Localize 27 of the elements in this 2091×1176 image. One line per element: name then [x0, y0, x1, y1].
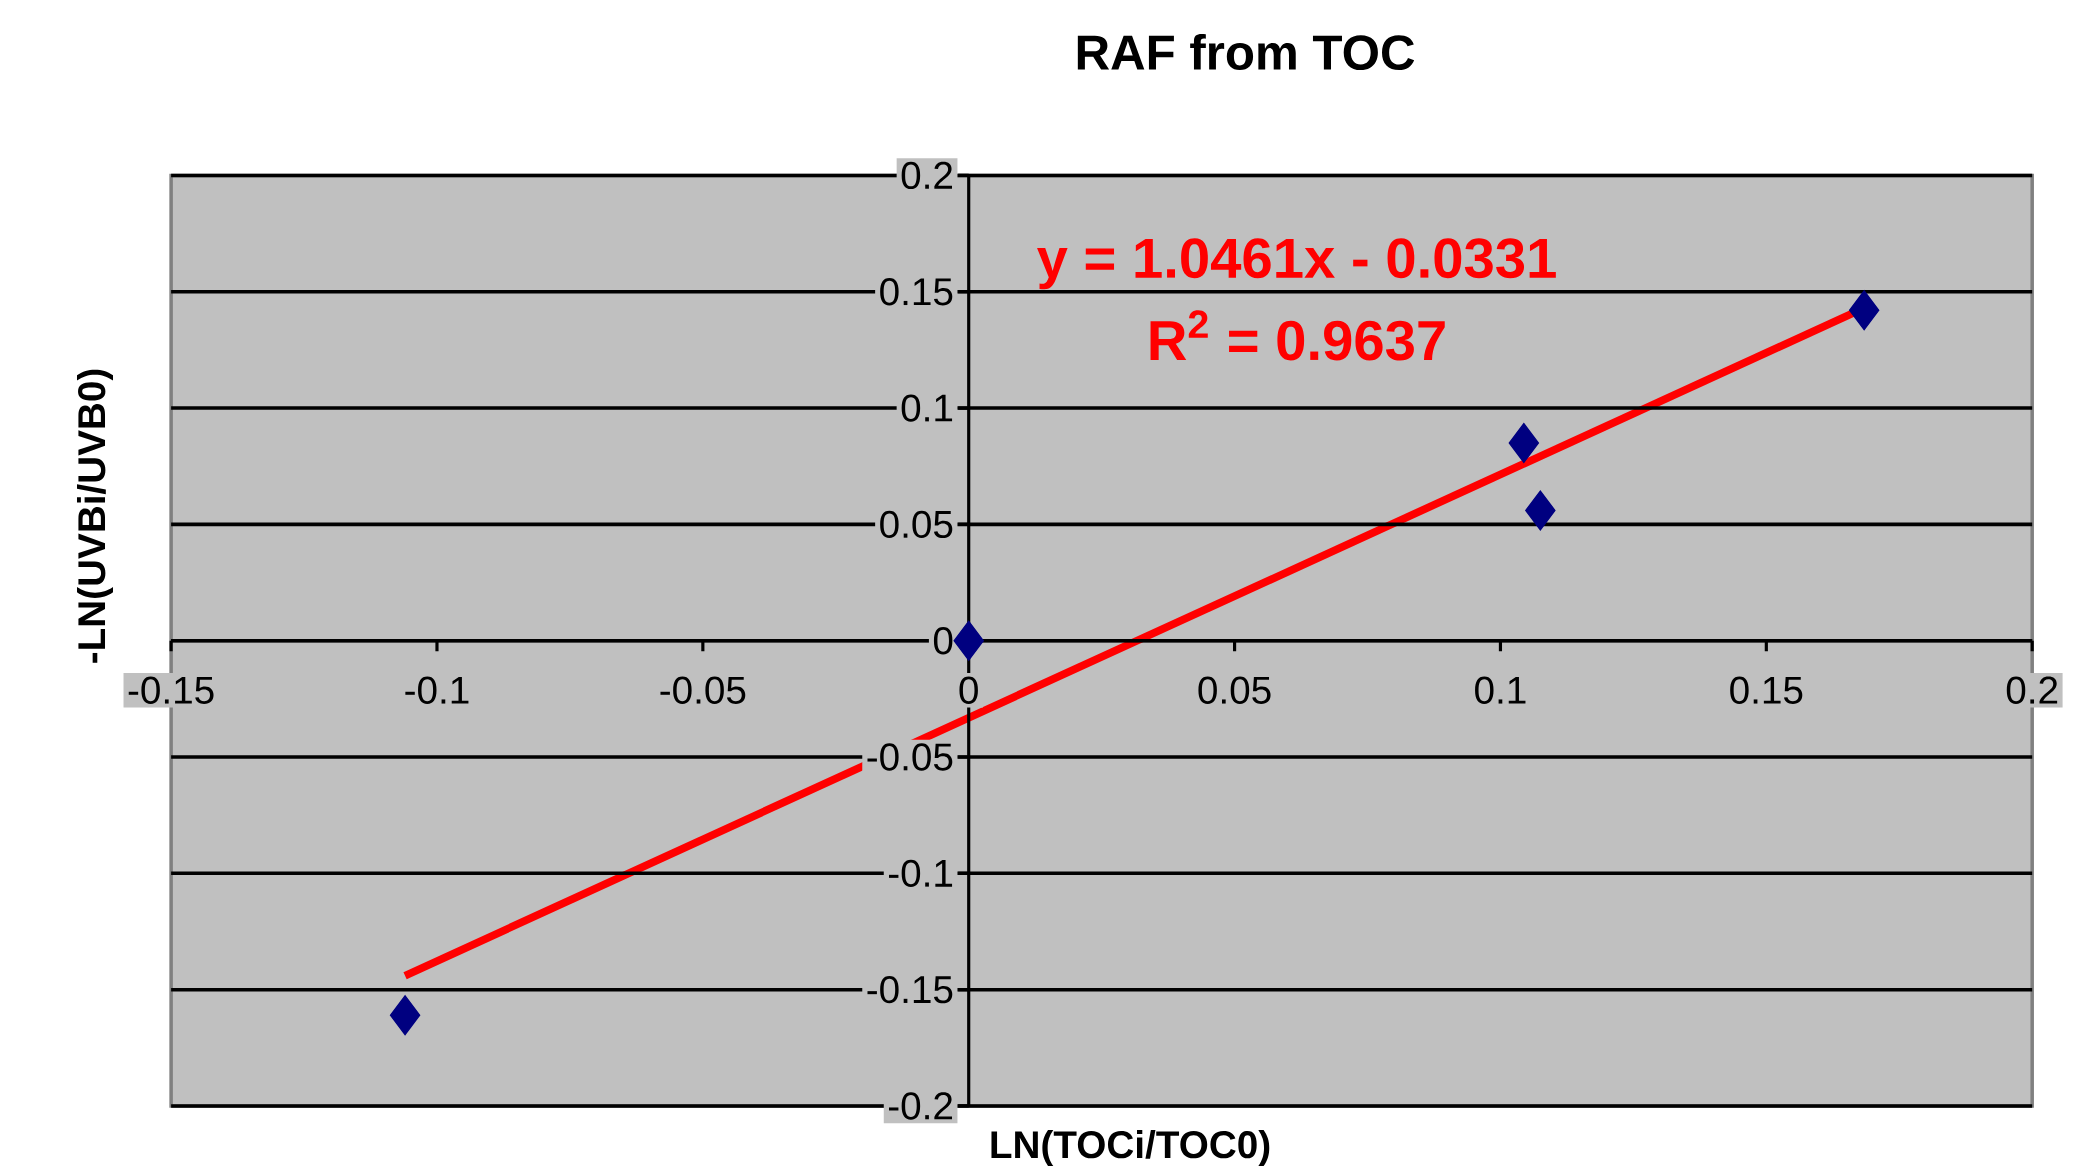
y-axis-title: -LN(UVBi/UVB0) — [76, 369, 114, 663]
chart-title: RAF from TOC — [1077, 33, 1415, 71]
x-axis-title: LN(TOCi/TOC0) — [991, 1129, 1270, 1166]
point — [1848, 290, 1880, 331]
point — [1525, 490, 1556, 531]
y-tick-label: -0.1 — [889, 859, 953, 888]
x-tick-label: 0 — [959, 676, 978, 704]
point — [953, 620, 984, 661]
y-tick-label: 0.05 — [880, 510, 953, 539]
y-tick-label: -0.2 — [889, 1092, 953, 1120]
y-tick-label: -0.15 — [867, 975, 953, 1004]
annotation: R$^{2}$ = 0.9637 — [1150, 310, 1445, 361]
x-tick-label: -0.1 — [405, 676, 469, 704]
annotation: y = 1.0461x - 0.0331 — [1037, 238, 1556, 290]
y-tick-label: 0.15 — [880, 278, 953, 306]
x-tick-label: 0.05 — [1198, 676, 1271, 704]
y-tick-label: -0.05 — [867, 743, 953, 771]
y-tick-label: 0.2 — [901, 161, 953, 190]
x-tick-label: 0.1 — [1475, 676, 1526, 704]
x-tick-label: 0.2 — [2006, 676, 2058, 704]
point — [1508, 422, 1540, 463]
x-tick-label: -0.05 — [660, 676, 746, 704]
y-tick-label: 0.1 — [901, 394, 953, 422]
x-tick-label: -0.15 — [128, 676, 214, 704]
point — [389, 995, 421, 1036]
y-tick-label: 0 — [933, 627, 953, 655]
x-tick-label: 0.15 — [1730, 676, 1803, 704]
